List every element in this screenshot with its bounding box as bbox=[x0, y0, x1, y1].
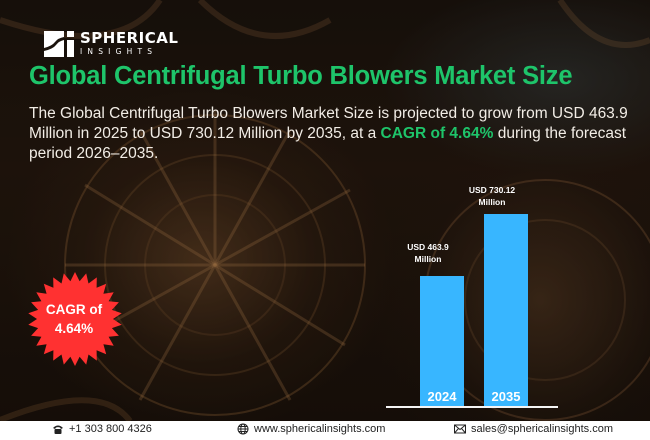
badge-label: CAGR of bbox=[45, 302, 103, 317]
bar-value-line1: USD 730.12 bbox=[468, 185, 516, 195]
bar-year-label: 2024 bbox=[427, 389, 457, 404]
footer-website[interactable]: www.sphericalinsights.com bbox=[237, 423, 385, 435]
footer-email[interactable]: sales@sphericalinsights.com bbox=[454, 423, 613, 435]
footer-phone[interactable]: +1 303 800 4326 bbox=[52, 423, 152, 435]
bar-value-line2: Million bbox=[414, 254, 442, 264]
badge-value: 4.64% bbox=[54, 321, 94, 336]
starburst-shape-icon bbox=[28, 272, 122, 366]
bar-2035: 2035 bbox=[484, 214, 528, 407]
market-description: The Global Centrifugal Turbo Blowers Mar… bbox=[29, 104, 639, 164]
phone-number: +1 303 800 4326 bbox=[69, 423, 152, 435]
chart-baseline bbox=[386, 406, 558, 408]
phone-icon bbox=[52, 423, 64, 435]
bar-value-line2: Million bbox=[478, 197, 506, 207]
page-title: Global Centrifugal Turbo Blowers Market … bbox=[29, 62, 573, 90]
mail-icon bbox=[454, 423, 466, 435]
turbine-blades-graphic bbox=[0, 0, 650, 421]
bar-value-label-2024: USD 463.9 Million bbox=[388, 241, 468, 265]
bar-value-line1: USD 463.9 bbox=[407, 242, 449, 252]
cagr-badge: CAGR of 4.64% bbox=[28, 271, 122, 367]
bar-year-label: 2035 bbox=[491, 389, 521, 404]
description-text-end: during the forecast period 2026–2035. bbox=[29, 125, 627, 162]
description-text-start: The Global Centrifugal Turbo Blowers Mar… bbox=[29, 105, 628, 142]
brand-subname: INSIGHTS bbox=[80, 47, 158, 56]
bar-2024: 2024 bbox=[420, 276, 464, 407]
brand-logo: SPHERICAL INSIGHTS bbox=[44, 30, 178, 57]
contact-footer: +1 303 800 4326 www.sphericalinsights.co… bbox=[0, 421, 650, 440]
globe-icon bbox=[237, 423, 249, 435]
turbine-background-image bbox=[0, 0, 650, 421]
bar-value-label-2035: USD 730.12 Million bbox=[452, 184, 532, 208]
background-overlay bbox=[0, 0, 650, 421]
cagr-highlight: CAGR of 4.64% bbox=[380, 125, 494, 142]
market-size-bar-chart: USD 463.9 Million 2024 USD 730.12 Millio… bbox=[386, 150, 558, 410]
brand-name: SPHERICAL bbox=[80, 29, 179, 47]
website-link: www.sphericalinsights.com bbox=[254, 423, 386, 435]
email-link: sales@sphericalinsights.com bbox=[471, 423, 614, 435]
spherical-insights-logo-icon bbox=[44, 30, 74, 57]
